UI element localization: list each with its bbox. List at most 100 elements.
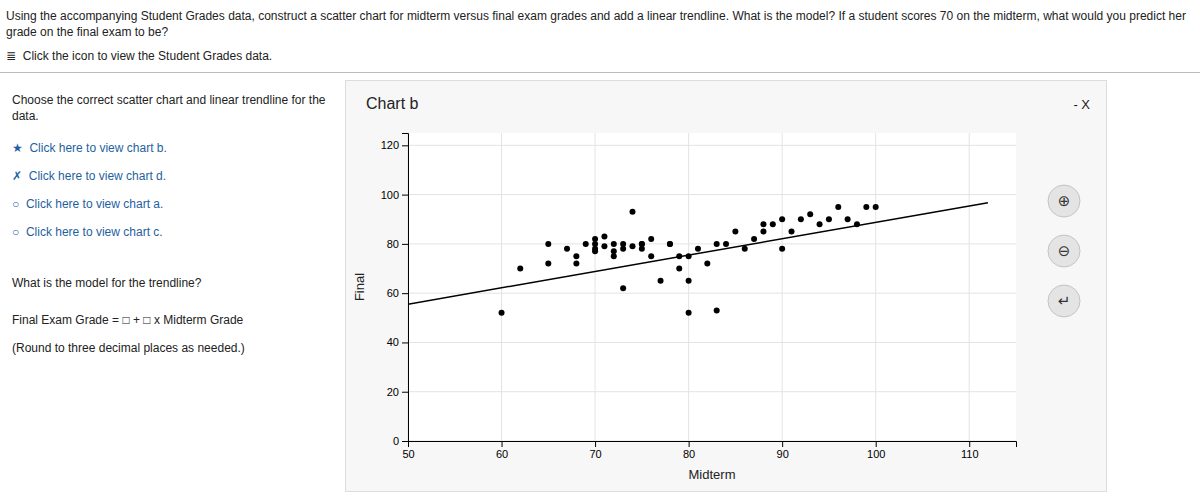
scatter-point <box>648 253 654 259</box>
grid-line-y <box>408 243 1016 244</box>
x-axis-tick: 90 <box>777 441 789 460</box>
scatter-point <box>667 241 673 247</box>
scatter-point <box>592 236 598 242</box>
grid-line-x <box>688 133 689 441</box>
y-axis-tick: 100 <box>381 189 408 201</box>
zoom-button-icon[interactable]: ↵ <box>1058 292 1071 309</box>
window-controls[interactable]: - X <box>1073 97 1090 112</box>
y-axis-line <box>402 134 409 442</box>
scatter-points <box>499 204 879 316</box>
scatter-point <box>789 229 795 235</box>
x-axis-tick-label: 90 <box>777 448 789 460</box>
zoom-button[interactable]: ⊖ <box>1048 235 1080 267</box>
x-axis-line <box>409 442 1017 448</box>
y-axis-tick-label: 0 <box>393 435 399 447</box>
scatter-point <box>639 241 645 247</box>
y-axis-tick: 0 <box>393 435 408 447</box>
scatter-point <box>583 241 589 247</box>
scatter-point <box>517 266 523 272</box>
chart-panel: Chart b- X506070809010011002040608010012… <box>345 80 1107 492</box>
scatter-point <box>863 204 869 210</box>
y-axis-tick-label: 120 <box>381 139 399 151</box>
scatter-point <box>573 261 579 267</box>
scatter-point <box>845 216 851 222</box>
y-axis-tick-mark <box>402 195 408 196</box>
x-axis: 5060708090100110 <box>402 441 1016 460</box>
separator <box>0 72 1200 73</box>
zoom-button[interactable]: ⊕ <box>1048 185 1080 217</box>
zoom-controls: ⊕ ⊖ ↵ <box>1048 185 1080 317</box>
x-axis-tick-mark <box>502 441 503 447</box>
grid-line-x <box>595 133 596 441</box>
grid-line-y <box>408 194 1016 195</box>
x-axis-title: Midterm <box>689 467 736 482</box>
scatter-point <box>686 310 692 316</box>
scatter-point <box>723 241 729 247</box>
x-axis-tick-label: 60 <box>496 448 508 460</box>
grid-line-x <box>501 133 502 441</box>
chart-title: Chart b <box>366 95 419 112</box>
zoom-button-circle[interactable] <box>1048 185 1080 217</box>
scatter-point <box>826 216 832 222</box>
grid-line-x <box>875 133 876 441</box>
scatter-point <box>779 216 785 222</box>
scatter-point <box>629 243 635 249</box>
trendline <box>408 203 988 304</box>
scatter-point <box>686 278 692 284</box>
y-axis-tick-mark <box>402 293 408 294</box>
scatter-point <box>499 310 505 316</box>
scatter-point <box>873 204 879 210</box>
x-axis-tick-mark <box>969 441 970 447</box>
x-axis-tick-mark <box>595 441 596 447</box>
scatter-point <box>639 241 645 247</box>
scatter-point <box>573 253 579 259</box>
y-axis-title: Final <box>352 273 367 301</box>
x-axis-tick-label: 110 <box>961 448 979 460</box>
marks <box>408 203 988 316</box>
y-axis-tick-label: 60 <box>387 287 399 299</box>
y-axis-tick: 20 <box>387 386 408 398</box>
grid-line-y <box>408 145 1016 146</box>
model-question: What is the model for the trendline? <box>12 275 330 291</box>
header-question: Using the accompanying Student Grades da… <box>6 8 1194 40</box>
choice-a[interactable]: ○ Click here to view chart a. <box>12 196 330 212</box>
zoom-button-icon[interactable]: ⊖ <box>1058 242 1071 259</box>
x-axis-tick: 60 <box>496 441 508 460</box>
scatter-point <box>620 285 626 291</box>
scatter-point <box>601 243 607 249</box>
zoom-button-circle[interactable] <box>1048 235 1080 267</box>
y-axis-tick-mark <box>402 145 408 146</box>
grid-line-y <box>408 342 1016 343</box>
scatter-point <box>798 216 804 222</box>
y-axis-tick-label: 40 <box>387 336 399 348</box>
y-axis-tick-mark <box>402 441 408 442</box>
scatter-point <box>592 246 598 252</box>
scatter-point <box>714 307 720 313</box>
header-data-link[interactable]: ≣ Click the icon to view the Student Gra… <box>6 48 1194 64</box>
scatter-point <box>751 236 757 242</box>
y-axis-tick-mark <box>402 392 408 393</box>
choice-c[interactable]: ○ Click here to view chart c. <box>12 224 330 240</box>
chart-svg: Chart b- X506070809010011002040608010012… <box>346 81 1106 491</box>
scatter-point <box>732 229 738 235</box>
grid-line-x <box>969 133 970 441</box>
x-axis-tick: 100 <box>867 441 885 460</box>
scatter-point <box>760 221 766 227</box>
scatter-point <box>611 241 617 247</box>
x-axis-tick-label: 80 <box>683 448 695 460</box>
zoom-button[interactable]: ↵ <box>1048 285 1080 317</box>
x-axis-tick-mark <box>782 441 783 447</box>
scatter-point <box>817 221 823 227</box>
scatter-point <box>545 241 551 247</box>
x-axis-tick: 70 <box>589 441 601 460</box>
scatter-point <box>835 204 841 210</box>
x-axis-tick-mark <box>689 441 690 447</box>
y-axis-tick: 120 <box>381 139 408 151</box>
scatter-point <box>760 229 766 235</box>
zoom-button-circle[interactable] <box>1048 285 1080 317</box>
x-axis-tick-mark <box>876 441 877 447</box>
zoom-button-icon[interactable]: ⊕ <box>1058 192 1071 209</box>
choice-d[interactable]: ✗ Click here to view chart d. <box>12 168 330 184</box>
choice-b[interactable]: ★ Click here to view chart b. <box>12 140 330 156</box>
y-axis-tick-label: 20 <box>387 386 399 398</box>
